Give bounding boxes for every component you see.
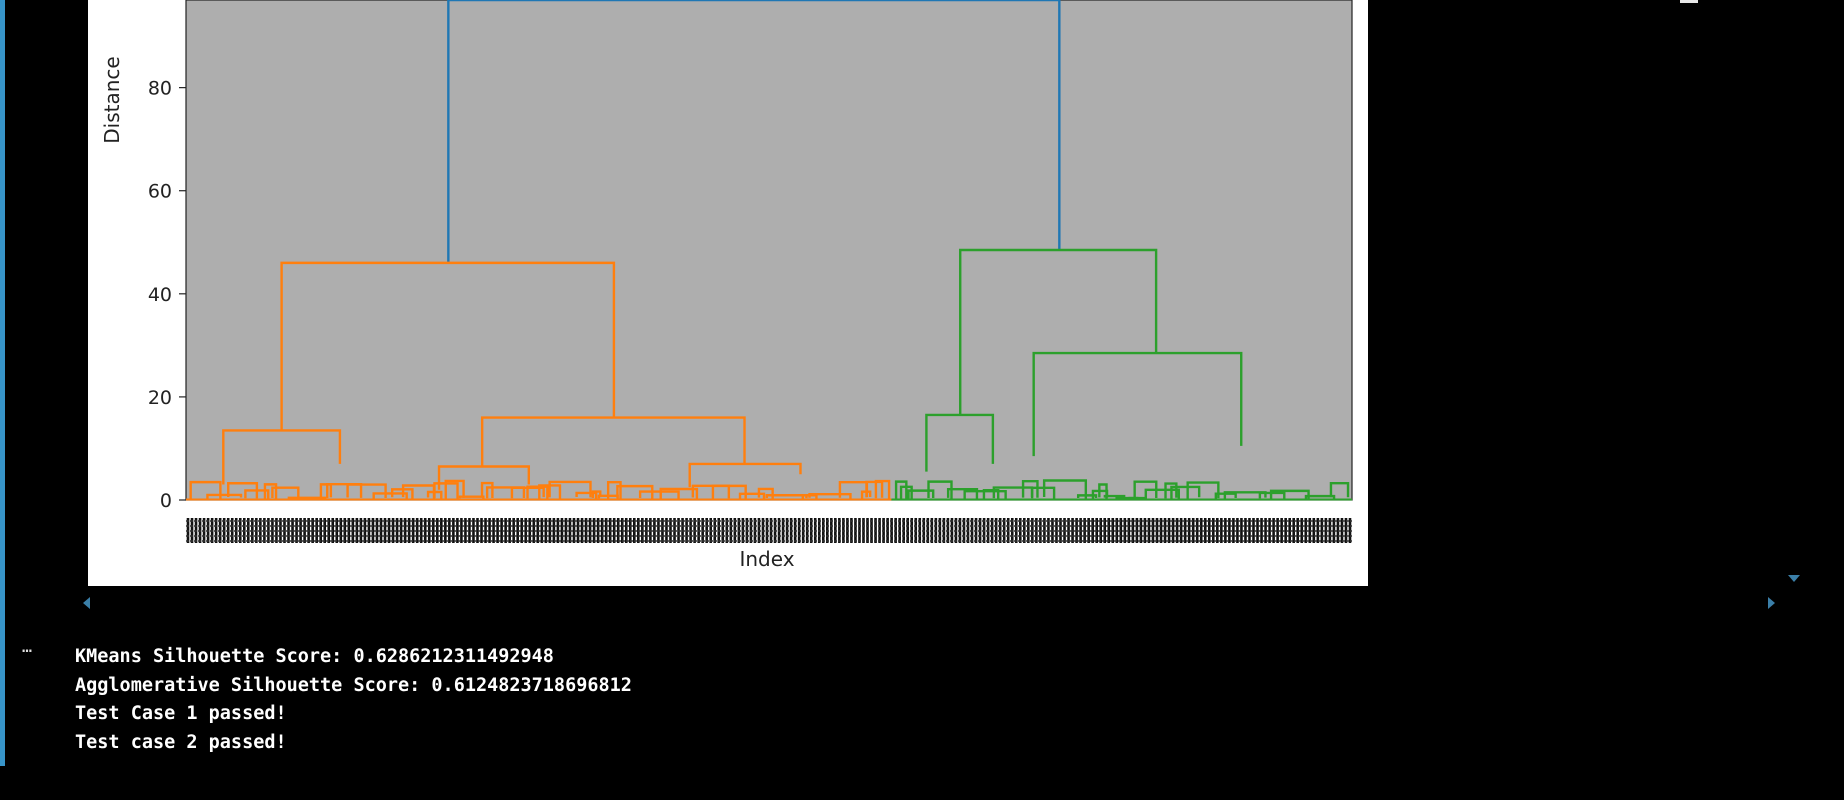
leaf-link-c1-26 xyxy=(1304,494,1336,500)
leaf-link-c1-11 xyxy=(1076,494,1098,498)
leaf-link-c0-1 xyxy=(206,493,243,499)
leaf-link-c1-0 xyxy=(894,480,908,500)
leaf-link-c0-40 xyxy=(874,479,891,500)
merge-link-7 xyxy=(1032,351,1243,457)
leaf-link-c1-4 xyxy=(946,487,979,500)
leaf-link-c1-18 xyxy=(1144,488,1180,499)
merge-link-0 xyxy=(447,0,1061,263)
merge-link-3 xyxy=(222,429,342,485)
cell-stdout: KMeans Silhouette Score: 0.6286212311492… xyxy=(75,643,632,758)
merge-link-6 xyxy=(959,248,1158,415)
y-tick-label-40: 40 xyxy=(148,284,172,306)
y-tick-label-0: 0 xyxy=(160,490,172,512)
leaf-link-c0-10 xyxy=(372,492,408,500)
plot-area xyxy=(185,0,1353,501)
leaf-link-c0-28 xyxy=(638,490,680,499)
merge-link-8 xyxy=(925,413,995,472)
leaf-link-c0-18 xyxy=(485,486,526,499)
leaf-link-c0-15 xyxy=(444,479,465,499)
output-line-test-case-1: Test Case 1 passed! xyxy=(75,703,287,725)
leaf-link-c0-16 xyxy=(458,495,485,499)
output-line-kmeans-score: KMeans Silhouette Score: 0.6286212311492… xyxy=(75,646,554,667)
leaf-link-c1-14 xyxy=(1103,494,1126,498)
leaf-link-c0-17 xyxy=(480,481,494,499)
leaf-link-c0-22 xyxy=(548,480,592,498)
scroll-down-arrow-icon[interactable] xyxy=(1788,575,1800,582)
leaf-link-c0-30 xyxy=(691,484,731,499)
scroll-right-arrow-icon[interactable] xyxy=(1768,597,1775,609)
cell-active-indicator xyxy=(0,0,5,766)
leaf-link-c0-20 xyxy=(526,485,549,500)
leaf-link-c1-6 xyxy=(982,489,1000,500)
leaf-link-c0-36 xyxy=(808,493,852,500)
leaf-link-c0-34 xyxy=(765,494,808,499)
leaf-link-c0-29 xyxy=(659,487,699,500)
leaf-link-c0-32 xyxy=(738,492,766,500)
leaf-link-c1-2 xyxy=(907,489,935,500)
leaf-link-c0-4 xyxy=(263,483,278,500)
leaf-link-c1-20 xyxy=(1170,485,1201,500)
leaf-link-c1-27 xyxy=(1329,482,1350,498)
y-tick-label-60: 60 xyxy=(148,181,172,203)
leaf-link-c1-13 xyxy=(1098,483,1108,499)
leaf-link-c0-0 xyxy=(189,480,222,500)
leaf-link-c0-24 xyxy=(591,490,602,499)
x-axis-label: Index xyxy=(739,547,794,571)
leaf-link-c0-3 xyxy=(244,489,270,500)
leaf-link-c0-33 xyxy=(757,487,774,499)
dendrogram-links xyxy=(186,0,1352,501)
leaf-link-c1-1 xyxy=(899,485,913,500)
leaf-link-c0-9 xyxy=(346,483,387,499)
scroll-left-arrow-icon[interactable] xyxy=(83,597,90,609)
dendrogram-chart: 0 20 40 60 80 Index Distance xyxy=(100,0,1353,571)
leaf-link-c1-8 xyxy=(1021,480,1039,498)
merge-link-1 xyxy=(280,261,616,431)
y-axis-ticks: 0 20 40 60 80 xyxy=(148,78,186,512)
leaf-index-labels xyxy=(186,518,1352,543)
toolbar-fragment-icon xyxy=(1680,0,1698,3)
leaf-link-c1-19 xyxy=(1164,482,1178,499)
merge-link-4 xyxy=(437,465,531,490)
leaf-link-c0-39 xyxy=(865,480,884,498)
leaf-link-c0-7 xyxy=(319,483,333,499)
leaf-link-c1-16 xyxy=(1128,496,1139,500)
leaf-link-c0-26 xyxy=(606,480,622,500)
leaf-link-c1-23 xyxy=(1223,491,1267,500)
merge-link-2 xyxy=(480,416,746,467)
y-tick-label-20: 20 xyxy=(148,387,172,409)
y-tick-label-80: 80 xyxy=(148,78,172,100)
leaf-link-c0-23 xyxy=(575,491,598,500)
dendrogram-plot-output: 0 20 40 60 80 Index Distance xyxy=(88,0,1368,586)
merge-link-5 xyxy=(688,462,802,488)
output-line-agglomerative-score: Agglomerative Silhouette Score: 0.612482… xyxy=(75,674,632,696)
leaf-link-c0-8 xyxy=(326,483,363,499)
y-axis-label: Distance xyxy=(100,56,124,143)
output-line-test-case-2: Test case 2 passed! xyxy=(75,732,287,754)
leaf-link-c0-5 xyxy=(271,486,300,498)
leaf-link-c1-21 xyxy=(1186,481,1220,500)
output-menu-ellipsis-icon[interactable]: ⋯ xyxy=(22,641,34,661)
leaf-link-c1-10 xyxy=(1042,479,1088,500)
